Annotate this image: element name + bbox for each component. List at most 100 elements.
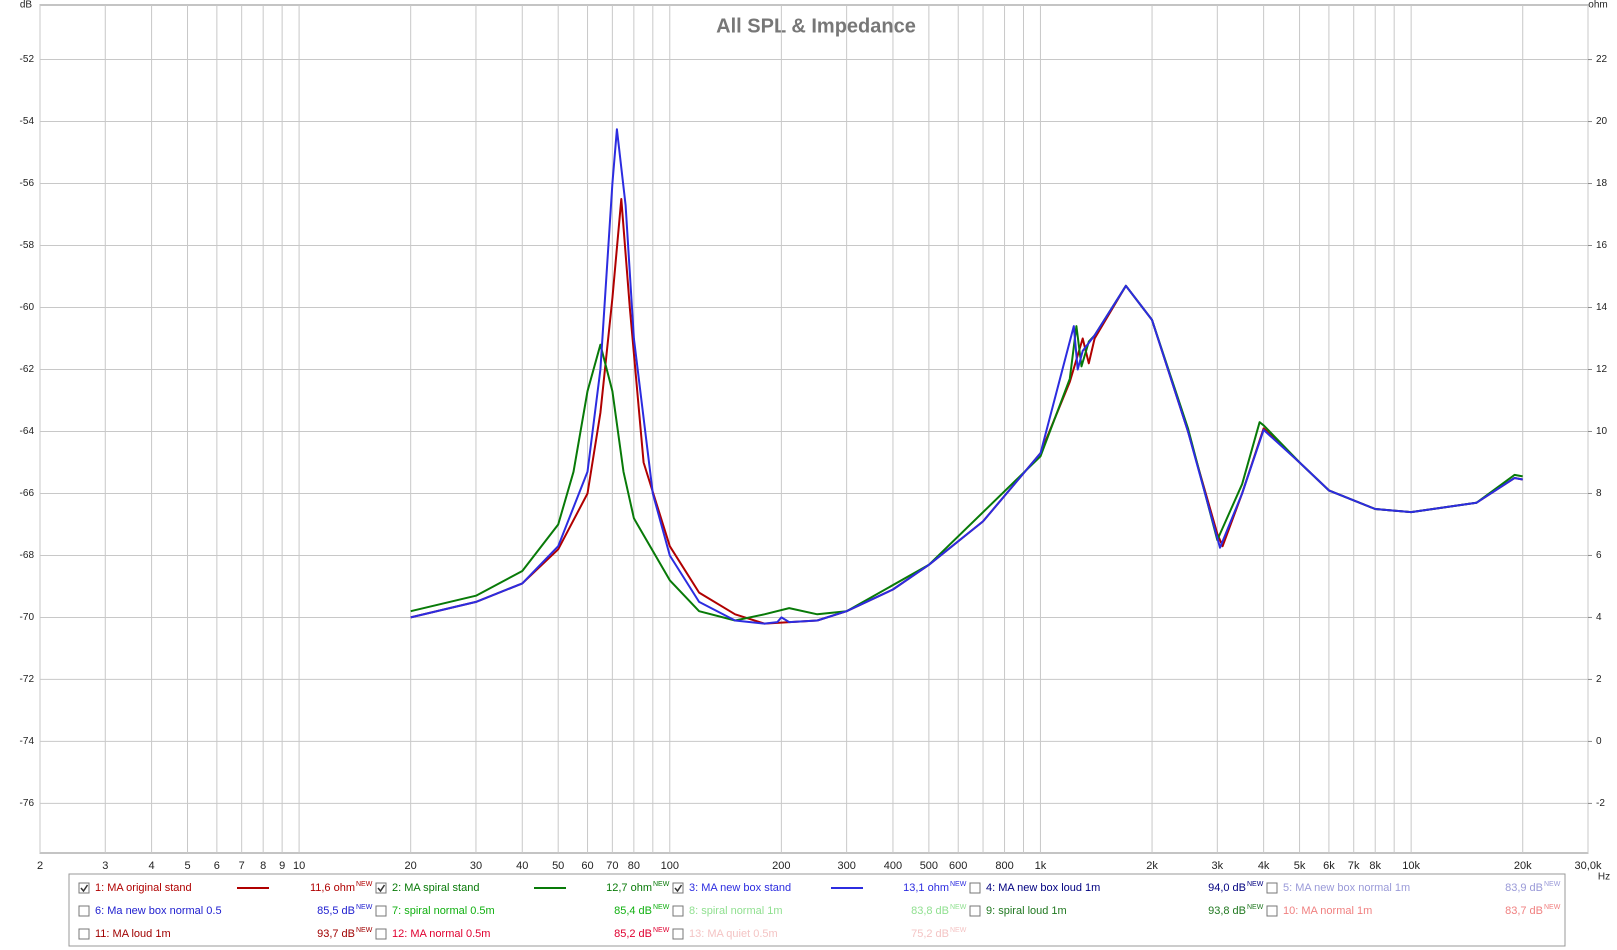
y-tick-label: -76 (20, 798, 35, 809)
x-tick-label: 5k (1294, 860, 1306, 872)
x-tick-label: 20k (1514, 860, 1532, 872)
checkbox[interactable] (78, 905, 90, 917)
legend-tag: NEW (356, 904, 373, 911)
x-tick-label: 800 (995, 860, 1013, 872)
x-tick-label: 30,0k (1575, 860, 1602, 872)
legend-box (68, 873, 1566, 947)
y2-tick-label: 10 (1596, 426, 1608, 437)
legend-entry: 4: MA new box loud 1m 94,0 dB NEW (969, 881, 1264, 894)
x-tick-label: 1k (1035, 860, 1047, 872)
x-tick-label: 7k (1348, 860, 1360, 872)
x-tick-label: 80 (628, 860, 640, 872)
legend-tag: NEW (653, 904, 670, 911)
y-tick-label: -70 (20, 612, 35, 623)
checkbox[interactable] (672, 882, 684, 894)
checkbox[interactable] (672, 905, 684, 917)
x-tick-label: 3k (1212, 860, 1224, 872)
x-tick-label: 4k (1258, 860, 1270, 872)
y-tick-label: -58 (20, 240, 35, 251)
legend-label: 1: MA original stand (95, 882, 192, 894)
y2-tick-label: 2 (1596, 674, 1602, 685)
checkbox[interactable] (375, 928, 387, 940)
legend-tag: NEW (653, 881, 670, 888)
legend-tag: NEW (356, 927, 373, 934)
checkbox[interactable] (969, 882, 981, 894)
y2-tick-label: 20 (1596, 116, 1608, 127)
chart-title: All SPL & Impedance (716, 15, 916, 37)
legend-tag: NEW (1247, 881, 1264, 888)
x-tick-label: 3 (102, 860, 108, 872)
y-tick-label: -60 (20, 302, 35, 313)
x-tick-label: 6k (1323, 860, 1335, 872)
x-tick-label: 60 (581, 860, 593, 872)
legend-entry: 3: MA new box stand 13,1 ohm NEW (672, 881, 967, 894)
x-tick-label: 20 (405, 860, 417, 872)
checkbox[interactable] (672, 928, 684, 940)
legend-reading: 93,8 dB (1208, 905, 1246, 917)
checkmark (377, 884, 386, 893)
legend-label: 9: spiral loud 1m (986, 905, 1067, 917)
y2-tick-label: -2 (1596, 798, 1605, 809)
x-tick-label: 8k (1369, 860, 1381, 872)
y-tick-label: -66 (20, 488, 35, 499)
y-tick-label: -62 (20, 364, 35, 375)
y2-tick-label: 12 (1596, 364, 1608, 375)
impedance-curve (410, 128, 1523, 625)
legend-label: 2: MA spiral stand (392, 882, 479, 894)
grid (39, 5, 1589, 853)
legend-tag: NEW (356, 881, 373, 888)
legend-label: 6: Ma new box normal 0.5 (95, 905, 222, 917)
legend-tag: NEW (1247, 904, 1264, 911)
legend-label: 4: MA new box loud 1m (986, 882, 1100, 894)
legend-tag: NEW (950, 927, 967, 934)
checkbox[interactable] (78, 928, 90, 940)
x-tick-label: 50 (552, 860, 564, 872)
x-axis-label: Hz (1598, 872, 1610, 883)
legend-entry: 11: MA loud 1m 93,7 dB NEW (78, 927, 373, 940)
legend-reading: 93,7 dB (317, 928, 355, 940)
legend-tag: NEW (1544, 881, 1561, 888)
legend-entry: 12: MA normal 0.5m 85,2 dB NEW (375, 927, 670, 940)
checkbox[interactable] (969, 905, 981, 917)
x-tick-label: 10k (1402, 860, 1420, 872)
x-tick-label: 7 (239, 860, 245, 872)
x-tick-label: 70 (606, 860, 618, 872)
legend-reading: 75,2 dB (911, 928, 949, 940)
legend-reading: 83,8 dB (911, 905, 949, 917)
x-tick-label: 30 (470, 860, 482, 872)
y-tick-label: -72 (20, 674, 35, 685)
x-tick-label: 8 (260, 860, 266, 872)
checkbox[interactable] (1266, 882, 1278, 894)
legend-label: 5: MA new box normal 1m (1283, 882, 1410, 894)
legend-label: 10: MA normal 1m (1283, 905, 1372, 917)
x-tick-label: 4 (149, 860, 155, 872)
legend-reading: 94,0 dB (1208, 882, 1246, 894)
checkmark (80, 884, 89, 893)
legend-entry: 1: MA original stand 11,6 ohm NEW (78, 881, 373, 894)
legend-label: 13: MA quiet 0.5m (689, 928, 778, 940)
legend-entry: 13: MA quiet 0.5m 75,2 dB NEW (672, 927, 967, 940)
legend-reading: 83,9 dB (1505, 882, 1543, 894)
checkbox[interactable] (375, 905, 387, 917)
y2-tick-label: 6 (1596, 550, 1602, 561)
x-tick-label: 100 (661, 860, 679, 872)
checkbox[interactable] (375, 882, 387, 894)
legend-reading: 12,7 ohm (606, 882, 652, 894)
x-tick-label: 2k (1146, 860, 1158, 872)
y-axis-label: dB (20, 0, 33, 11)
legend-entry: 5: MA new box normal 1m 83,9 dB NEW (1266, 881, 1561, 894)
legend-label: 8: spiral normal 1m (689, 905, 783, 917)
x-tick-label: 2 (37, 860, 43, 872)
y-tick-label: -54 (20, 116, 35, 127)
y2-tick-label: 16 (1596, 240, 1608, 251)
plot-frame (39, 4, 1589, 854)
checkbox[interactable] (1266, 905, 1278, 917)
y-tick-label: -52 (20, 54, 35, 65)
x-tick-label: 600 (949, 860, 967, 872)
legend-entry: 7: spiral normal 0.5m 85,4 dB NEW (375, 904, 670, 917)
checkmark (674, 884, 683, 893)
x-tick-label: 5 (184, 860, 190, 872)
y-tick-label: -68 (20, 550, 35, 561)
checkbox[interactable] (78, 882, 90, 894)
